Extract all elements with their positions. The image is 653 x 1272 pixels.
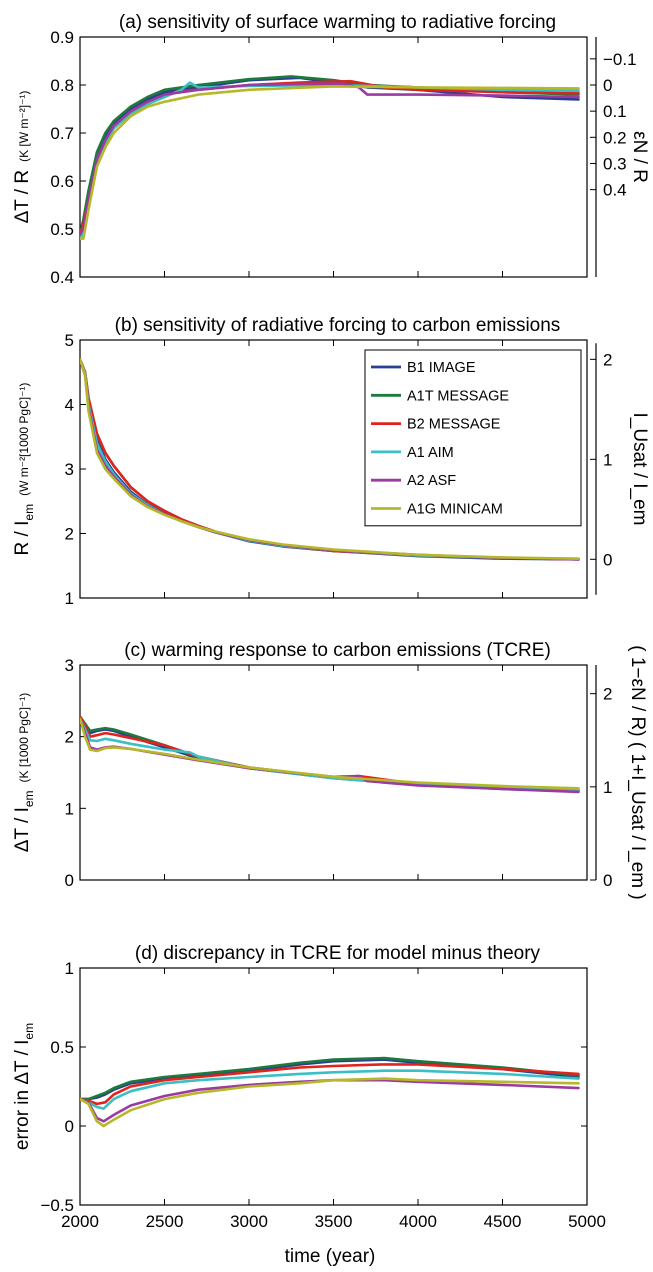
series-group bbox=[80, 75, 580, 240]
series-line-a2-asf bbox=[80, 1078, 580, 1123]
x-tick-label: 2000 bbox=[61, 1212, 99, 1231]
y-tick-label: 1 bbox=[65, 589, 74, 608]
right-axis-label: ( 1−εN / R) ( 1+I_Usat / I_em ) bbox=[627, 645, 648, 900]
panel-c: 0 1 2 3 0 1 2 (c) warming response to carbon em… bbox=[12, 640, 648, 900]
series-line-a1g-minicam bbox=[80, 358, 580, 560]
y-axis-label-subscript: em bbox=[22, 1023, 36, 1040]
series-group bbox=[80, 715, 580, 794]
series-line-a1g-minicam bbox=[80, 717, 580, 790]
series-line-a1g-minicam bbox=[80, 1077, 580, 1128]
legend-entry: B1 IMAGE bbox=[407, 360, 476, 376]
y-axis-label-subscript: em bbox=[22, 504, 36, 521]
y-tick-label: 4 bbox=[65, 396, 74, 415]
y-tick-label: 0.7 bbox=[50, 124, 74, 143]
right-tick-label: 0.4 bbox=[603, 181, 627, 200]
y-tick-label: 2 bbox=[65, 728, 74, 747]
right-tick-label: 0 bbox=[603, 871, 612, 890]
right-tick-label: 2 bbox=[603, 350, 612, 369]
y-tick-label: 2 bbox=[65, 525, 74, 544]
x-tick-label: 3000 bbox=[230, 1212, 268, 1231]
legend-entry: A1 AIM bbox=[407, 445, 454, 461]
panel-title: (c) warming response to carbon emissions… bbox=[124, 640, 551, 661]
series-line-b1-image bbox=[80, 1058, 580, 1101]
y-axis-label-main: ΔT / R bbox=[12, 170, 33, 224]
panel-a: 0.4 0.5 0.6 0.7 0.8 0.9 −0.1 0 0.1 0.2 0.3 0.4 (a) s… bbox=[12, 12, 650, 287]
x-tick-label: 3500 bbox=[315, 1212, 353, 1231]
y-tick-label: 1 bbox=[65, 959, 74, 978]
x-tick-label: 4500 bbox=[484, 1212, 522, 1231]
y-tick-label: −0.5 bbox=[40, 1196, 74, 1215]
y-tick-label: 3 bbox=[65, 656, 74, 675]
series-line-a2-asf bbox=[80, 717, 580, 794]
legend-entry: A1T MESSAGE bbox=[407, 388, 509, 404]
right-tick-label: 1 bbox=[603, 778, 612, 797]
x-tick-label: 2500 bbox=[146, 1212, 184, 1231]
y-axis-label-main: error in ΔT / I bbox=[12, 1040, 33, 1151]
y-axis-label: ΔT / Iem (K [1000 PgC]⁻¹) bbox=[12, 693, 36, 852]
series-line-b1-image bbox=[80, 717, 580, 793]
panel-title: (b) sensitivity of radiative forcing to … bbox=[115, 315, 561, 336]
y-tick-label: 0.6 bbox=[50, 172, 74, 191]
y-tick-label: 0.9 bbox=[50, 28, 74, 47]
y-axis-label-units: (W m⁻²[1000 PgC]⁻¹) bbox=[17, 383, 31, 496]
series-line-a1-aim bbox=[80, 1069, 580, 1110]
x-tick-label: 4000 bbox=[399, 1212, 437, 1231]
x-tick-label: 5000 bbox=[568, 1212, 606, 1231]
y-axis-label-units: (K [1000 PgC]⁻¹) bbox=[17, 693, 31, 783]
y-tick-label: 0.4 bbox=[50, 268, 74, 287]
right-axis-label: εN / R bbox=[629, 131, 650, 183]
y-axis-label-subscript: em bbox=[22, 790, 36, 807]
series-line-a1g-minicam bbox=[80, 85, 580, 240]
panel-title: (a) sensitivity of surface warming to ra… bbox=[119, 12, 556, 33]
y-axis-label-units: (K [W m⁻²]⁻¹) bbox=[17, 91, 31, 162]
y-tick-label: 0.8 bbox=[50, 76, 74, 95]
x-axis-label: time (year) bbox=[285, 1246, 376, 1267]
series-line-a2-asf bbox=[80, 82, 580, 236]
right-tick-label: 1 bbox=[603, 450, 612, 469]
right-tick-label: 0.2 bbox=[603, 128, 627, 147]
series-line-b2-message bbox=[80, 1063, 580, 1106]
y-tick-label: 0.5 bbox=[50, 1038, 74, 1057]
panel-title: (d) discrepancy in TCRE for model minus … bbox=[135, 943, 541, 964]
right-tick-label: −0.1 bbox=[603, 50, 637, 69]
panel-d: 2000 2500 3000 3500 4000 4500 5000 −0.5 0 0.5 1 (d)… bbox=[12, 943, 606, 1231]
right-tick-label: 0.3 bbox=[603, 154, 627, 173]
y-tick-label: 0 bbox=[65, 871, 74, 890]
right-tick-label: 0 bbox=[603, 550, 612, 569]
series-line-a1t-message bbox=[80, 1056, 580, 1101]
y-tick-label: 3 bbox=[65, 460, 74, 479]
y-axis-label-main: R / I bbox=[12, 521, 33, 556]
y-tick-label: 1 bbox=[65, 799, 74, 818]
y-axis-label: error in ΔT / Iem bbox=[12, 1023, 36, 1150]
legend-box bbox=[364, 349, 582, 527]
right-tick-label: 2 bbox=[603, 685, 612, 704]
legend-entry: A2 ASF bbox=[407, 473, 456, 489]
axes-frame bbox=[79, 36, 588, 278]
legend-entry: A1G MINICAM bbox=[407, 502, 503, 518]
right-axis-label: I_Usat / I_em bbox=[629, 413, 650, 526]
y-axis-label-main: ΔT / I bbox=[12, 807, 33, 852]
y-axis-label: ΔT / R (K [W m⁻²]⁻¹) bbox=[12, 91, 33, 224]
series-group bbox=[80, 1056, 580, 1128]
y-tick-label: 0.5 bbox=[50, 220, 74, 239]
y-tick-label: 5 bbox=[65, 331, 74, 350]
legend: B1 IMAGE A1T MESSAGE B2 MESSAGE A1 AIM A2 AS… bbox=[364, 349, 582, 527]
y-axis-label: R / Iem (W m⁻²[1000 PgC]⁻¹) bbox=[12, 383, 36, 556]
axes-frame bbox=[79, 664, 588, 881]
panel-b: 1 2 3 4 5 0 1 2 (b) sensitivity of radiative for… bbox=[12, 315, 650, 608]
right-tick-label: 0 bbox=[603, 76, 612, 95]
legend-entry: B2 MESSAGE bbox=[407, 417, 501, 433]
series-line-a1-aim bbox=[80, 81, 580, 240]
series-group bbox=[80, 358, 580, 561]
right-tick-label: 0.1 bbox=[603, 102, 627, 121]
y-tick-label: 0 bbox=[65, 1117, 74, 1136]
